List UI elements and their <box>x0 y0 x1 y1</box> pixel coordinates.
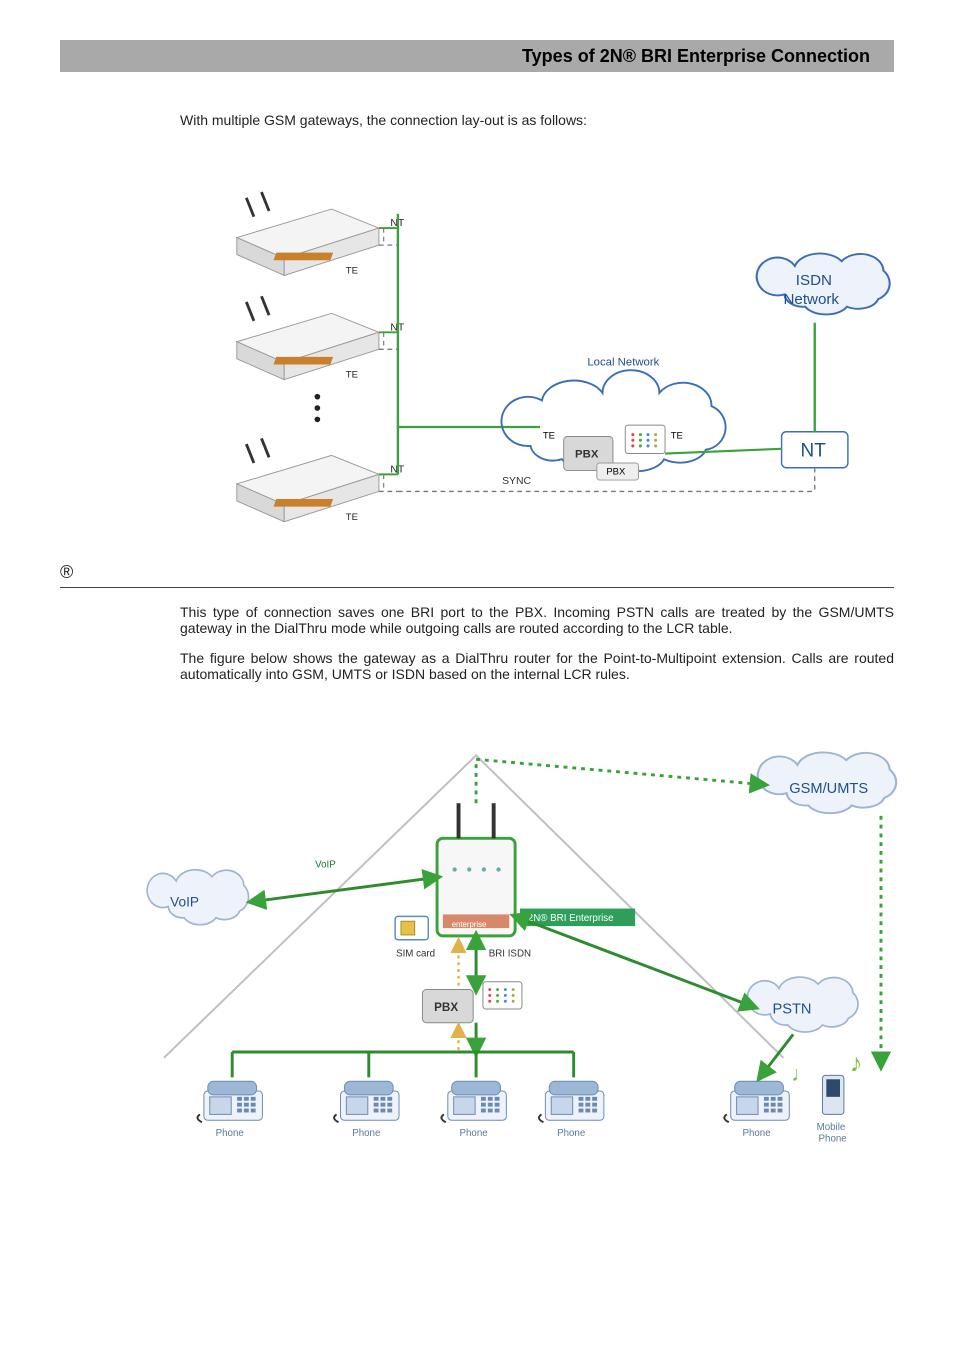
svg-text:Phone: Phone <box>557 1128 585 1139</box>
svg-text:TE: TE <box>543 430 555 441</box>
svg-text:Phone: Phone <box>460 1128 488 1139</box>
svg-text:PSTN: PSTN <box>772 1002 811 1018</box>
svg-text:TE: TE <box>346 370 358 381</box>
svg-text:PBX: PBX <box>606 466 626 477</box>
svg-text:Local Network: Local Network <box>587 356 659 368</box>
svg-text:Phone: Phone <box>216 1128 244 1139</box>
svg-text:enterprise: enterprise <box>452 920 487 929</box>
diagram-dialthru: GSM/UMTS PSTN VoIP enterprise 2N® BRI Ent… <box>120 696 920 1166</box>
svg-text:NT: NT <box>801 440 827 461</box>
svg-text:PBX: PBX <box>434 1001 458 1014</box>
diagram-multi-gateway: NTTENTTENTTE ISDNNetwork Local Network N… <box>180 152 900 522</box>
page-title: Types of 2N® BRI Enterprise Connection <box>522 46 870 67</box>
svg-text:2N® BRI Enterprise: 2N® BRI Enterprise <box>528 913 614 924</box>
svg-text:SIM card: SIM card <box>396 948 435 959</box>
section-marker: ® <box>60 562 894 583</box>
svg-text:BRI ISDN: BRI ISDN <box>489 948 531 959</box>
page-header: Types of 2N® BRI Enterprise Connection <box>60 40 894 72</box>
svg-text:Mobile: Mobile <box>817 1122 846 1133</box>
svg-text:Phone: Phone <box>819 1134 847 1145</box>
svg-text:SYNC: SYNC <box>502 476 531 487</box>
svg-text:TE: TE <box>346 266 358 277</box>
svg-text:VoIP: VoIP <box>170 894 199 909</box>
paragraph-1: This type of connection saves one BRI po… <box>180 604 894 636</box>
svg-text:♩: ♩ <box>791 1062 812 1086</box>
intro-text: With multiple GSM gateways, the connecti… <box>180 112 894 128</box>
svg-text:TE: TE <box>346 512 358 522</box>
svg-text:Phone: Phone <box>742 1128 770 1139</box>
svg-text:TE: TE <box>671 430 683 441</box>
svg-text:♪: ♪ <box>850 1049 863 1077</box>
paragraph-2: The figure below shows the gateway as a … <box>180 650 894 682</box>
svg-text:VoIP: VoIP <box>315 860 336 871</box>
section-divider <box>60 587 894 588</box>
svg-text:Network: Network <box>783 291 839 308</box>
svg-text:GSM/UMTS: GSM/UMTS <box>789 781 868 797</box>
svg-text:Phone: Phone <box>352 1128 380 1139</box>
svg-text:ISDN: ISDN <box>796 272 832 289</box>
svg-text:PBX: PBX <box>575 448 599 460</box>
